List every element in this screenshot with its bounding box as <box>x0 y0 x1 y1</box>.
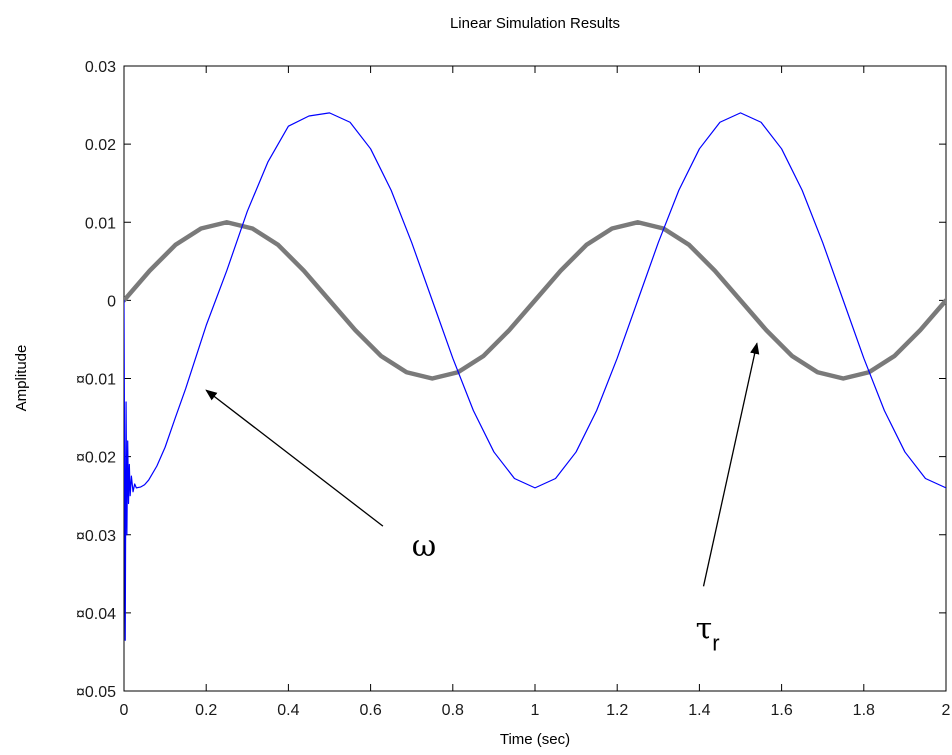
x-tick-label: 0 <box>120 702 129 719</box>
y-tick-label: ¤0.02 <box>76 450 116 467</box>
annotation-arrow <box>205 389 384 527</box>
annotation-symbol: ω <box>412 529 436 564</box>
x-tick-label: 0.2 <box>195 702 217 719</box>
annotation-group: ω τr <box>205 342 760 656</box>
x-tick-label: 1.8 <box>853 702 875 719</box>
x-tick-label: 1.6 <box>770 702 792 719</box>
plot-area-frame <box>123 65 947 692</box>
y-tick-label: ¤0.01 <box>76 372 116 389</box>
annotation-label: τr <box>696 612 720 656</box>
x-tick-label: 0.8 <box>442 702 464 719</box>
y-tick-label: 0 <box>107 293 116 310</box>
x-tick-label: 1.4 <box>688 702 710 719</box>
x-axis-label: Time (sec) <box>500 731 570 748</box>
x-tick-label: 0.6 <box>359 702 381 719</box>
annotation-arrow <box>702 342 760 587</box>
y-tick-label: 0.02 <box>85 137 116 154</box>
omega-series-line <box>124 112 946 641</box>
y-tick-label: ¤0.05 <box>76 684 116 701</box>
x-tick-label: 0.4 <box>277 702 299 719</box>
y-tick-label: ¤0.03 <box>76 528 116 545</box>
annotation-symbol: τ <box>696 612 713 647</box>
y-axis: 0.03 0.02 0.01 0 ¤0.01 ¤0.02 ¤0.03 ¤0.04 ¤0.05 <box>76 59 946 701</box>
y-axis-label: Amplitude <box>13 345 30 412</box>
x-tick-label: 1 <box>531 702 540 719</box>
x-axis: 0 0.2 0.4 0.6 0.8 1 1.2 1.4 1.6 1.8 2 <box>120 66 951 719</box>
y-tick-label: 0.03 <box>85 59 116 76</box>
y-tick-label: 0.01 <box>85 215 116 232</box>
chart-title: Linear Simulation Results <box>450 15 620 32</box>
annotation-subscript: r <box>712 631 719 656</box>
x-tick-label: 2 <box>942 702 951 719</box>
tau-r-series-line <box>124 220 946 381</box>
series-group <box>124 112 946 641</box>
annotation-label: ω <box>412 529 436 564</box>
y-tick-label: ¤0.04 <box>76 606 116 623</box>
x-tick-label: 1.2 <box>606 702 628 719</box>
